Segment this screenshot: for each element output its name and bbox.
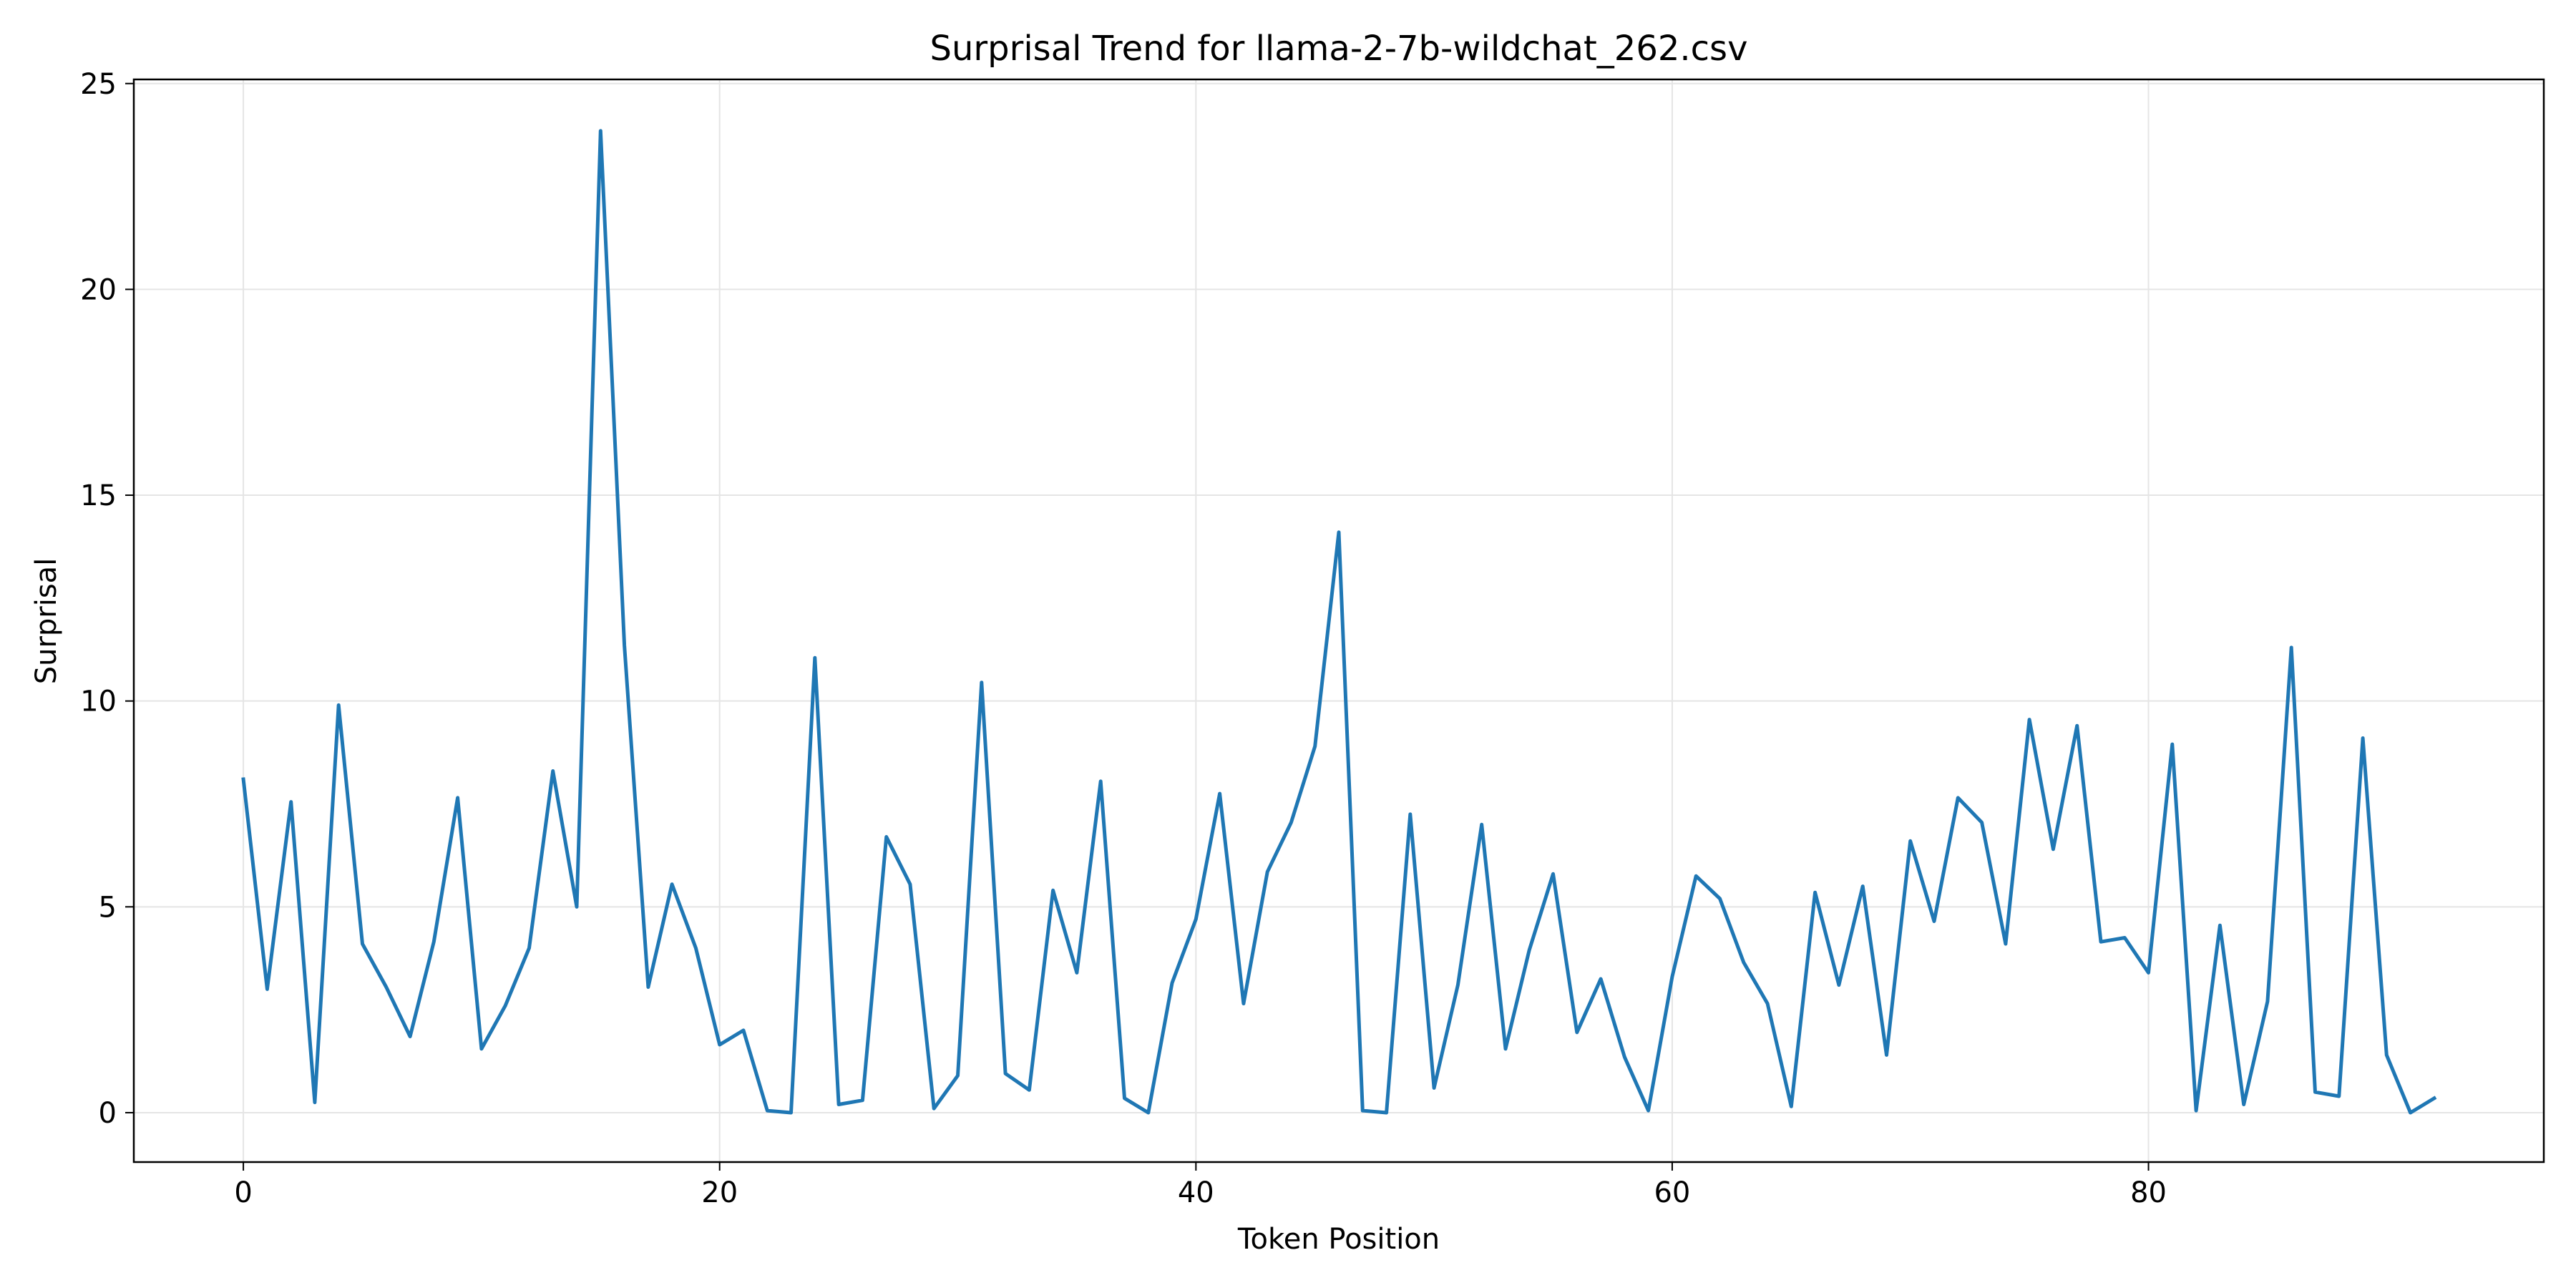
series-line-group: [241, 129, 2437, 1115]
y-tick-label: 20: [80, 273, 117, 306]
y-tick-label: 10: [80, 686, 117, 718]
plot-frame: [132, 78, 2545, 1163]
y-tick-label: 0: [99, 1097, 117, 1130]
x-tick-label: 80: [2130, 1176, 2167, 1209]
x-tick-label: 20: [701, 1176, 738, 1209]
grid-lines: [134, 79, 2544, 1162]
y-tick-label: 5: [99, 891, 117, 924]
chart-title: Surprisal Trend for llama-2-7b-wildchat_…: [930, 29, 1748, 69]
series-line: [241, 129, 2437, 1115]
y-tick-label: 25: [80, 68, 117, 101]
y-tick-label: 15: [80, 479, 117, 512]
x-axis-ticks: 0 20 40 60 80: [234, 1162, 2167, 1209]
x-tick-label: 40: [1178, 1176, 1214, 1209]
y-axis-ticks: 0 5 10 15 20 25: [80, 68, 134, 1130]
y-axis-label: Surprisal: [30, 558, 63, 685]
x-tick-label: 0: [234, 1176, 252, 1209]
x-tick-label: 60: [1654, 1176, 1690, 1209]
x-axis-label: Token Position: [1237, 1223, 1440, 1256]
